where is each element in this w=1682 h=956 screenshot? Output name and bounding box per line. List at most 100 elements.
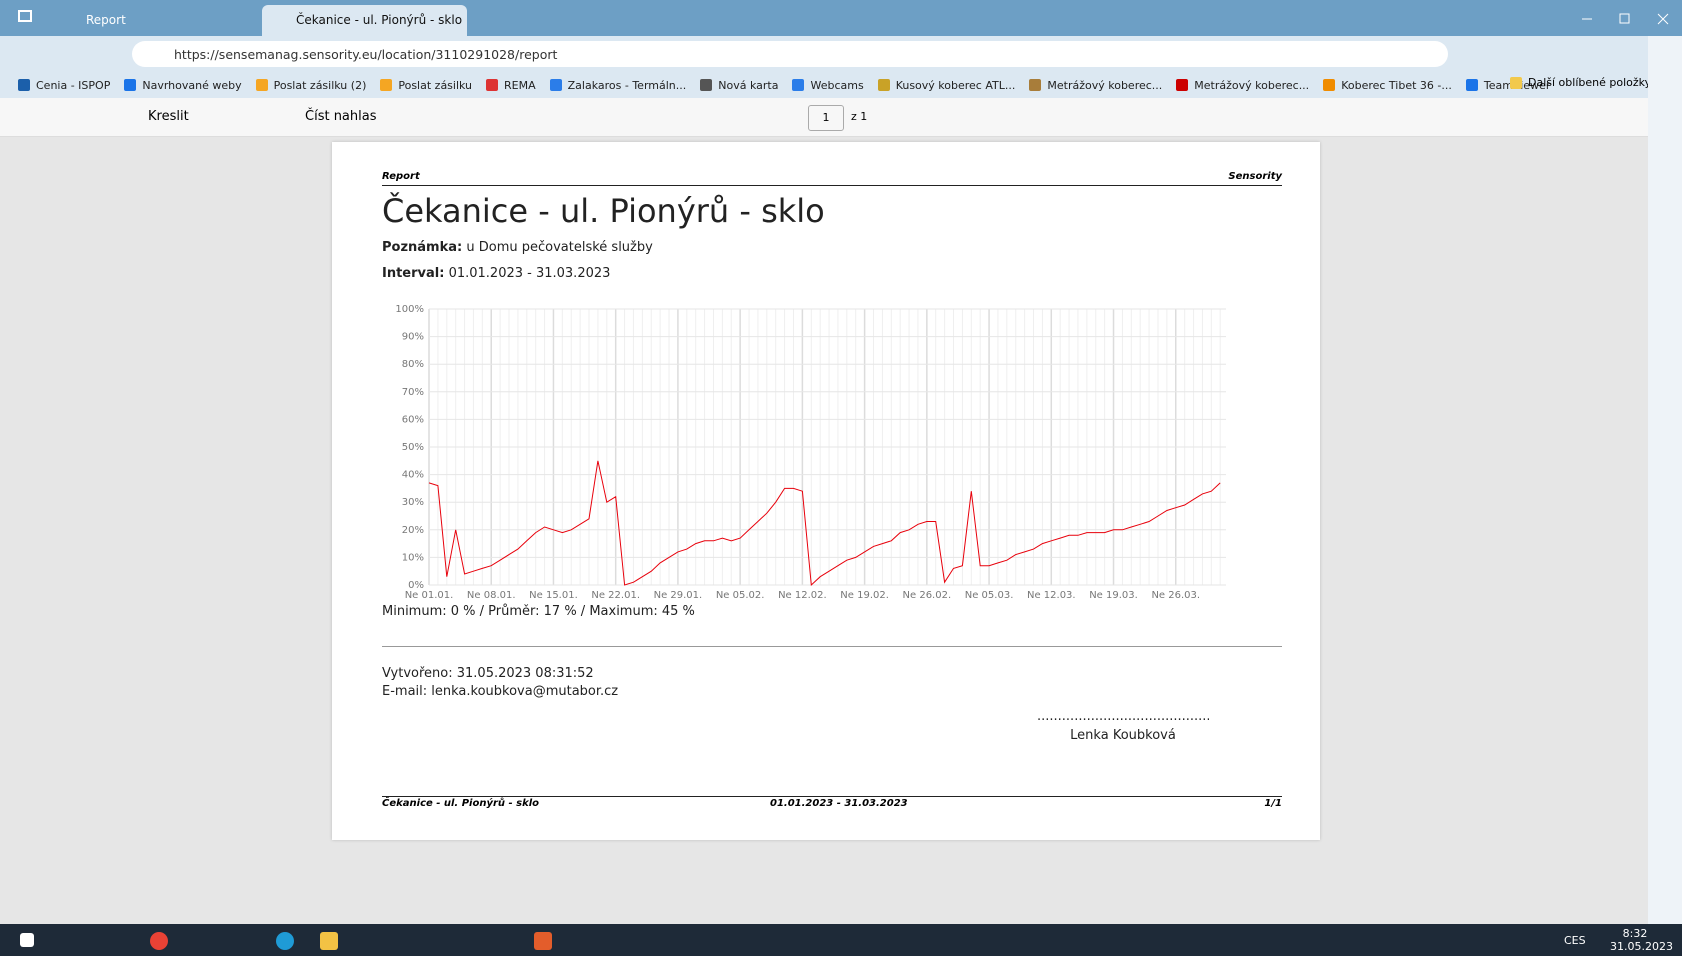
x-tick-label: Ne 19.03. <box>1089 590 1138 601</box>
favorite[interactable]: Poslat zásilku <box>380 79 472 92</box>
favorites-bar: Cenia - ISPOP Navrhované weby Poslat zásil… <box>0 72 1648 98</box>
interval: Interval: 01.01.2023 - 31.03.2023 <box>382 266 610 281</box>
favorite[interactable]: Kusový koberec ATL... <box>878 79 1016 92</box>
favorite-icon <box>18 79 30 91</box>
footer-right: 1/1 <box>1264 798 1282 809</box>
created: Vytvořeno: 31.05.2023 08:31:52 <box>382 666 594 681</box>
interval-label: Interval: <box>382 266 444 281</box>
draw-button[interactable]: Kreslit <box>148 109 189 124</box>
y-tick-label: 30% <box>402 497 424 508</box>
page-count: z 1 <box>851 110 867 123</box>
data-line <box>429 461 1220 585</box>
tab-bar: Report Čekanice - ul. Pionýrů - sklo <box>0 0 1682 36</box>
favorite-icon <box>1176 79 1188 91</box>
address-bar[interactable]: https://sensemanag.sensority.eu/location… <box>132 41 1448 67</box>
note: Poznámka: u Domu pečovatelské služby <box>382 240 653 255</box>
favorite-label: Poslat zásilku (2) <box>274 79 367 92</box>
x-tick-label: Ne 19.02. <box>840 590 889 601</box>
favorite-label: Webcams <box>810 79 863 92</box>
favorite-icon <box>550 79 562 91</box>
y-tick-label: 20% <box>402 525 424 536</box>
time: 8:32 <box>1610 927 1660 940</box>
separator <box>382 646 1282 647</box>
y-tick-label: 80% <box>402 359 424 370</box>
favorite-icon <box>124 79 136 91</box>
chrome-icon[interactable] <box>150 932 168 950</box>
favorite-label: Cenia - ISPOP <box>36 79 110 92</box>
favorite-icon <box>792 79 804 91</box>
favorite[interactable]: Metrážový koberec... <box>1029 79 1162 92</box>
screen: Report Čekanice - ul. Pionýrů - sklo htt… <box>0 0 1682 956</box>
language[interactable]: CES <box>1564 934 1586 947</box>
url: https://sensemanag.sensority.eu/location… <box>174 47 557 62</box>
favorite[interactable]: Navrhované weby <box>124 79 241 92</box>
x-tick-label: Ne 12.03. <box>1027 590 1076 601</box>
footer-center: 01.01.2023 - 31.03.2023 <box>770 798 908 809</box>
tab[interactable]: Report <box>52 5 257 36</box>
window-controls[interactable] <box>1582 12 1672 26</box>
more-favorites-label: Další oblíbené položky <box>1528 76 1651 89</box>
favorite[interactable]: Nová karta <box>700 79 778 92</box>
y-tick-label: 70% <box>402 387 424 398</box>
tab-active[interactable]: Čekanice - ul. Pionýrů - sklo <box>262 5 467 36</box>
note-label: Poznámka: <box>382 240 462 255</box>
favorite-icon <box>256 79 268 91</box>
sidebar <box>1648 36 1682 924</box>
email: E-mail: lenka.koubkova@mutabor.cz <box>382 684 618 699</box>
favorite[interactable]: Metrážový koberec... <box>1176 79 1309 92</box>
interval-text: 01.01.2023 - 31.03.2023 <box>449 266 611 281</box>
note-text: u Domu pečovatelské služby <box>466 240 652 255</box>
explorer-icon[interactable] <box>320 932 338 950</box>
favorite-icon <box>700 79 712 91</box>
favorite[interactable]: Cenia - ISPOP <box>18 79 110 92</box>
header-left: Report <box>382 171 420 182</box>
header-right: Sensority <box>1228 171 1282 182</box>
report-title: Čekanice - ul. Pionýrů - sklo <box>382 192 825 230</box>
y-tick-label: 10% <box>402 552 424 563</box>
footer-rule <box>382 796 1282 797</box>
y-tick-label: 40% <box>402 470 424 481</box>
address-bar-row: https://sensemanag.sensority.eu/location… <box>0 36 1682 72</box>
favorite-icon <box>1466 79 1478 91</box>
tab-actions[interactable] <box>18 10 32 22</box>
read-aloud-button[interactable]: Číst nahlas <box>305 109 377 124</box>
favorite-label: REMA <box>504 79 536 92</box>
favorite-label: Navrhované weby <box>142 79 241 92</box>
favorite-label: Nová karta <box>718 79 778 92</box>
favorite-label: Poslat zásilku <box>398 79 472 92</box>
signature-line: ........................................… <box>1037 709 1209 724</box>
favorite[interactable]: Zalakaros - Termáln... <box>550 79 687 92</box>
favorite[interactable]: REMA <box>486 79 536 92</box>
x-tick-label: Ne 12.02. <box>778 590 827 601</box>
start-button[interactable] <box>20 933 34 947</box>
x-tick-label: Ne 05.02. <box>716 590 765 601</box>
y-tick-label: 100% <box>395 304 424 315</box>
x-tick-label: Ne 26.03. <box>1151 590 1200 601</box>
favorite-icon <box>1323 79 1335 91</box>
signer: Lenka Koubková <box>1037 728 1209 743</box>
favorite-label: Metrážový koberec... <box>1194 79 1309 92</box>
x-tick-label: Ne 05.03. <box>965 590 1014 601</box>
date: 31.05.2023 <box>1610 940 1660 953</box>
y-tick-label: 60% <box>402 414 424 425</box>
x-tick-label: Ne 22.01. <box>591 590 640 601</box>
pdf-page: Report Sensority Čekanice - ul. Pionýrů … <box>332 142 1320 840</box>
x-tick-label: Ne 15.01. <box>529 590 578 601</box>
y-tick-label: 50% <box>402 442 424 453</box>
summary: Minimum: 0 % / Průměr: 17 % / Maximum: 4… <box>382 604 695 619</box>
powerpoint-icon[interactable] <box>534 932 552 950</box>
x-tick-label: Ne 08.01. <box>467 590 516 601</box>
favorite-label: Zalakaros - Termáln... <box>568 79 687 92</box>
more-favorites[interactable]: Další oblíbené položky <box>1510 76 1651 89</box>
favorite[interactable]: Koberec Tibet 36 -... <box>1323 79 1452 92</box>
header-rule <box>382 185 1282 186</box>
favorite[interactable]: Webcams <box>792 79 863 92</box>
edge-icon[interactable] <box>276 932 294 950</box>
favorite[interactable]: Poslat zásilku (2) <box>256 79 367 92</box>
x-tick-label: Ne 29.01. <box>654 590 703 601</box>
favorite-icon <box>878 79 890 91</box>
page-input[interactable]: 1 <box>808 105 844 131</box>
favorite-label: Metrážový koberec... <box>1047 79 1162 92</box>
